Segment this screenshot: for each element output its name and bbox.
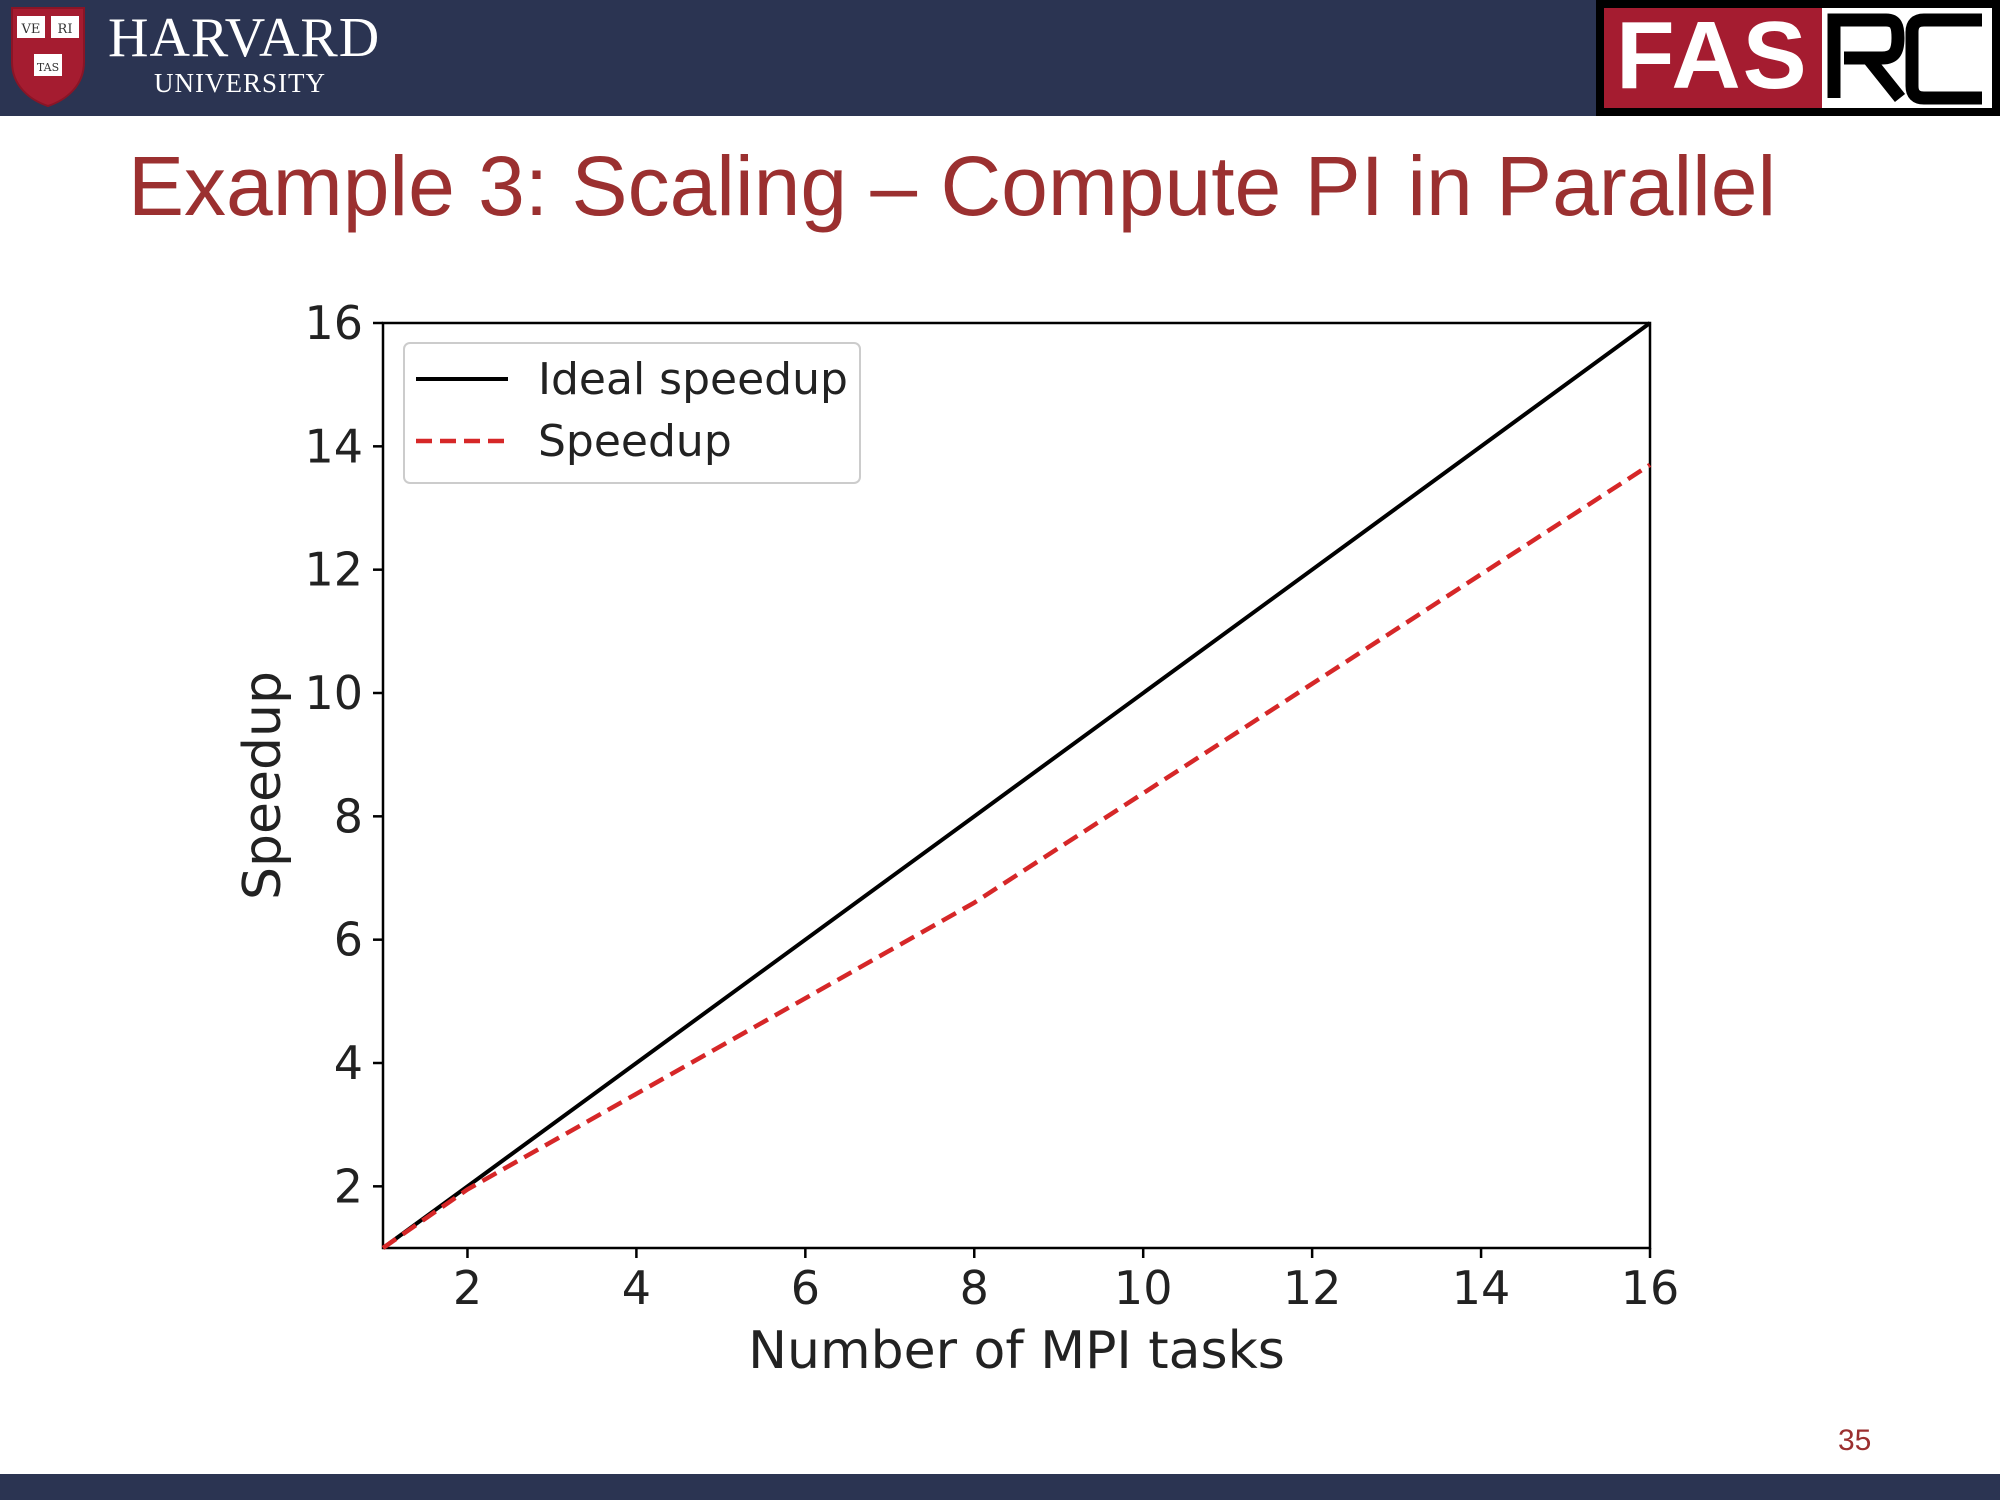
legend-label: Ideal speedup [538, 354, 848, 405]
x-tick-label: 2 [453, 1261, 482, 1315]
y-axis-label: Speedup [233, 671, 293, 900]
series-line-speedup [381, 462, 1652, 1250]
harvard-logo-subtitle: UNIVERSITY [154, 68, 326, 98]
x-tick-label: 4 [622, 1261, 651, 1315]
y-tick-label: 14 [304, 419, 363, 473]
legend-label: Speedup [538, 416, 732, 467]
x-tick-label: 14 [1452, 1261, 1511, 1315]
harvard-shield-icon: VE RI TAS [11, 7, 85, 108]
fasrc-logo: FAS [1596, 0, 2000, 116]
plot-frame [381, 321, 1652, 1250]
footer-bar [0, 1474, 2000, 1500]
x-tick-label: 16 [1621, 1261, 1680, 1315]
x-axis-label: Number of MPI tasks [748, 1321, 1285, 1381]
x-tick-label: 6 [791, 1261, 820, 1315]
harvard-logo-name: HARVARD [108, 7, 381, 69]
slide-title: Example 3: Scaling – Compute PI in Paral… [128, 139, 1777, 233]
y-tick-label: 2 [334, 1159, 363, 1213]
y-tick-label: 6 [334, 913, 363, 967]
fasrc-logo-fas: FAS [1616, 2, 1809, 109]
y-tick-label: 10 [304, 666, 363, 720]
y-tick-label: 4 [334, 1036, 363, 1090]
page-number: 35 [1838, 1424, 1872, 1457]
shield-text-2: TAS [37, 61, 59, 74]
y-tick-label: 8 [334, 789, 363, 843]
legend-box [403, 342, 861, 484]
fasrc-logo-fas-box: FAS [1604, 2, 1822, 109]
series-line-ideal-speedup [381, 321, 1652, 1250]
x-tick-label: 8 [960, 1261, 989, 1315]
x-tick-label: 10 [1114, 1261, 1173, 1315]
y-tick-label: 12 [304, 543, 363, 597]
fasrc-logo-rc-box [1822, 8, 1992, 108]
fasrc-logo-rc-glyphs [1827, 13, 1982, 105]
shield-text-0: VE [21, 22, 41, 37]
x-tick-label: 12 [1283, 1261, 1342, 1315]
y-tick-label: 16 [304, 296, 363, 350]
header-bar: VE RI TAS HARVARD UNIVERSITY FAS [0, 0, 2000, 116]
shield-text-1: RI [58, 22, 73, 37]
